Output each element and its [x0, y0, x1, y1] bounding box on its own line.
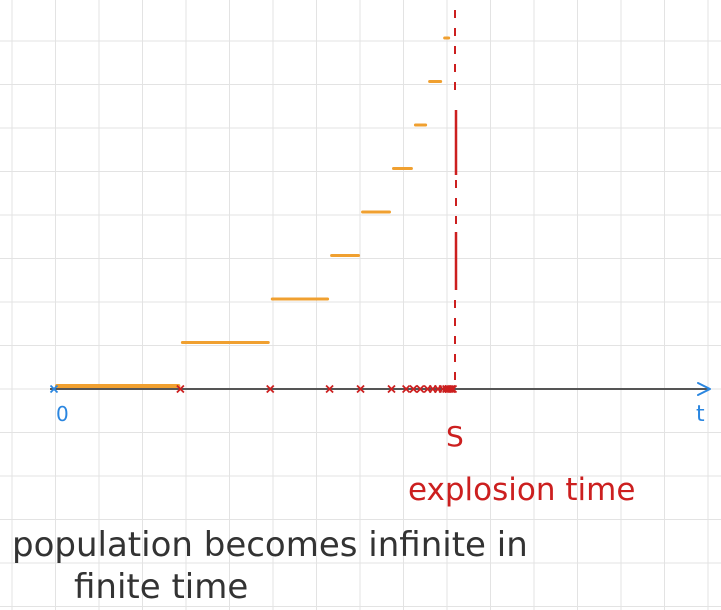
jump-mark — [445, 384, 455, 394]
jump-mark — [401, 384, 411, 394]
jump-mark-stroke — [387, 384, 396, 394]
jump-mark — [356, 384, 365, 394]
jump-mark — [176, 384, 185, 394]
population-step-function — [55, 36, 451, 388]
jump-mark-stroke — [356, 384, 365, 394]
jump-mark — [325, 384, 334, 394]
t-axis-arrowhead — [697, 382, 711, 396]
origin-mark — [49, 384, 59, 394]
jump-mark — [448, 384, 458, 394]
jump-mark-stroke — [448, 384, 458, 394]
jump-mark-stroke — [325, 384, 334, 394]
explosion-asymptote: S explosion time — [408, 10, 635, 508]
jump-mark-stroke — [447, 384, 456, 394]
jump-mark-stroke — [401, 384, 411, 394]
jump-mark — [409, 384, 418, 394]
caption-line-2: finite time — [74, 567, 248, 607]
t-axis: 0 t — [50, 382, 711, 427]
jump-mark — [447, 384, 456, 394]
jump-mark-stroke — [445, 384, 455, 394]
jump-time-marks — [49, 384, 458, 394]
origin-label: 0 — [56, 402, 69, 426]
jump-mark-stroke — [409, 384, 418, 394]
origin-mark-stroke — [49, 384, 59, 394]
explosion-time-symbol: S — [446, 420, 464, 453]
jump-mark-stroke — [416, 384, 425, 394]
caption-line-1: population becomes infinite in — [12, 525, 528, 565]
caption: population becomes infinite in finite ti… — [12, 525, 528, 607]
explosion-time-label: explosion time — [408, 472, 635, 508]
jump-mark — [416, 384, 425, 394]
jump-mark-stroke — [176, 384, 185, 394]
t-axis-label: t — [696, 402, 705, 427]
jump-mark-stroke — [266, 384, 275, 394]
jump-mark — [387, 384, 396, 394]
jump-mark — [266, 384, 275, 394]
